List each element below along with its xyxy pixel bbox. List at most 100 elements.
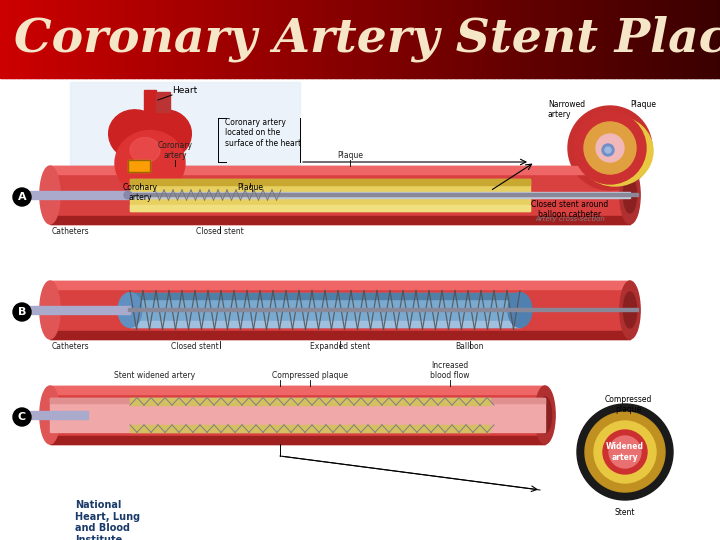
Bar: [691, 0, 695, 78]
Bar: [355, 0, 359, 78]
Bar: [65, 0, 68, 78]
Bar: [698, 0, 702, 78]
Text: Stent: Stent: [615, 508, 635, 517]
Bar: [149, 0, 152, 78]
Bar: [50, 281, 630, 289]
Bar: [41, 0, 44, 78]
Bar: [533, 0, 536, 78]
Bar: [50, 397, 545, 403]
Bar: [660, 0, 663, 78]
Bar: [516, 0, 519, 78]
Bar: [106, 0, 109, 78]
Bar: [132, 0, 135, 78]
Bar: [653, 0, 656, 78]
Bar: [475, 0, 479, 78]
Bar: [571, 0, 575, 78]
Bar: [257, 0, 260, 78]
Bar: [182, 0, 186, 78]
Bar: [444, 0, 447, 78]
Bar: [163, 0, 166, 78]
Ellipse shape: [577, 116, 653, 186]
Bar: [667, 0, 670, 78]
Text: Closed stent: Closed stent: [196, 227, 244, 236]
Bar: [27, 0, 30, 78]
Bar: [34, 0, 37, 78]
Bar: [130, 397, 490, 405]
Text: B: B: [18, 307, 26, 317]
Bar: [686, 0, 690, 78]
Bar: [317, 0, 320, 78]
Bar: [636, 0, 639, 78]
Bar: [171, 0, 174, 78]
Circle shape: [568, 106, 652, 190]
Bar: [715, 0, 719, 78]
Bar: [271, 0, 274, 78]
Bar: [468, 0, 472, 78]
Bar: [151, 0, 155, 78]
Bar: [470, 0, 474, 78]
Bar: [617, 0, 620, 78]
Bar: [423, 0, 426, 78]
Bar: [63, 0, 66, 78]
Bar: [487, 0, 490, 78]
Bar: [485, 0, 488, 78]
Bar: [559, 0, 562, 78]
Bar: [310, 0, 313, 78]
Bar: [17, 0, 20, 78]
Bar: [0, 78, 720, 540]
Bar: [662, 0, 666, 78]
Bar: [538, 0, 541, 78]
Bar: [441, 0, 445, 78]
Bar: [7, 0, 11, 78]
Ellipse shape: [620, 166, 640, 224]
Bar: [711, 0, 714, 78]
Bar: [50, 216, 630, 224]
Bar: [2, 0, 6, 78]
Bar: [130, 179, 530, 185]
Bar: [482, 0, 486, 78]
Bar: [50, 436, 545, 444]
Bar: [99, 0, 102, 78]
Bar: [387, 0, 390, 78]
Text: Coronary
artery: Coronary artery: [158, 140, 192, 160]
Bar: [333, 0, 337, 78]
Ellipse shape: [620, 281, 640, 339]
Text: Coronary Artery Stent Placement: Coronary Artery Stent Placement: [14, 16, 720, 62]
Bar: [86, 0, 90, 78]
Bar: [202, 0, 205, 78]
Text: A: A: [18, 192, 27, 202]
Bar: [31, 0, 35, 78]
Bar: [50, 281, 630, 339]
Text: Heart: Heart: [172, 86, 197, 95]
Bar: [276, 0, 279, 78]
Text: Balloon: Balloon: [456, 342, 485, 351]
Bar: [562, 0, 565, 78]
Bar: [14, 0, 18, 78]
Ellipse shape: [14, 191, 22, 199]
Text: National
Heart, Lung
and Blood
Institute: National Heart, Lung and Blood Institute: [75, 500, 140, 540]
Bar: [677, 0, 680, 78]
Bar: [218, 0, 222, 78]
Circle shape: [594, 421, 656, 483]
Bar: [230, 0, 234, 78]
Bar: [331, 0, 335, 78]
Bar: [189, 0, 193, 78]
Bar: [610, 0, 613, 78]
Ellipse shape: [130, 138, 160, 163]
Bar: [425, 0, 428, 78]
Ellipse shape: [624, 177, 636, 213]
Bar: [146, 0, 150, 78]
Bar: [523, 0, 526, 78]
Ellipse shape: [40, 166, 60, 224]
Bar: [554, 0, 558, 78]
Text: Increased
blood flow: Increased blood flow: [431, 361, 469, 380]
Bar: [456, 0, 459, 78]
Ellipse shape: [124, 191, 132, 199]
Bar: [130, 205, 530, 211]
Circle shape: [13, 188, 31, 206]
Bar: [614, 0, 618, 78]
Bar: [473, 0, 476, 78]
Bar: [300, 0, 303, 78]
Bar: [127, 0, 130, 78]
Bar: [590, 0, 594, 78]
